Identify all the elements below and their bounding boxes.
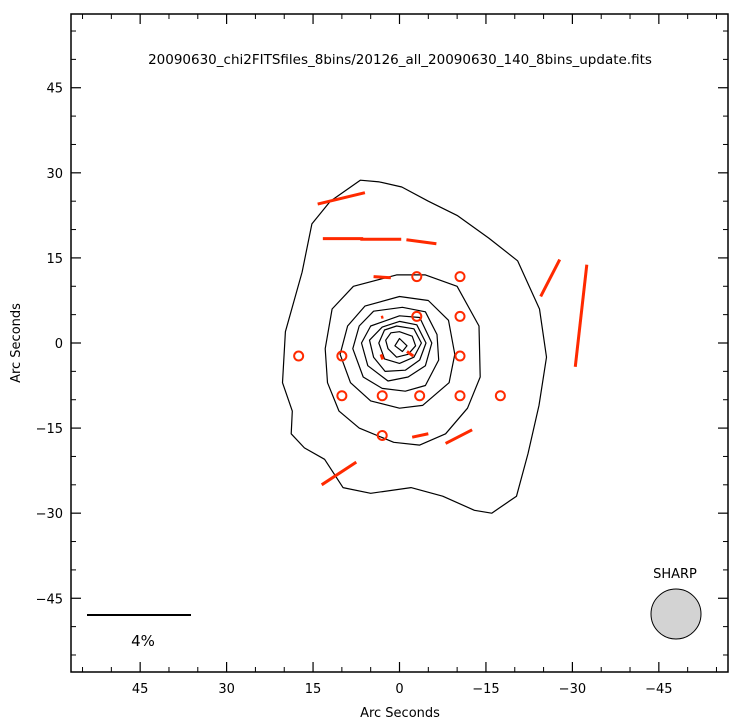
intensity-contours [281,179,548,514]
y-tick-label: −15 [36,422,63,437]
x-tick-label: −45 [645,682,672,697]
polarization-vector [411,432,429,439]
polarization-vectors [317,191,589,487]
circle-marker [454,390,466,402]
circle-marker [454,310,466,322]
plot-title: 20090630_chi2FITSfiles_8bins/20126_all_2… [148,52,652,68]
contour-level-2 [324,274,481,446]
scale-bar: 4% [87,614,191,650]
contour-level-4 [352,306,440,392]
contour-level-5 [360,315,433,382]
y-tick-label: 0 [55,337,63,352]
polarization-vector [380,315,384,319]
circle-marker [411,310,423,322]
polarization-vector [379,353,385,360]
y-axis-label: Arc Seconds [9,303,24,383]
x-tick-label: 15 [305,682,322,697]
circle-marker [376,429,388,441]
x-tick-label: −30 [559,682,586,697]
contour-level-8 [385,331,417,358]
y-tick-label: −30 [36,507,63,522]
circle-marker [454,350,466,362]
contour-level-9 [394,337,408,353]
circle-marker [414,390,426,402]
polarization-vector [539,258,562,298]
circle-marker [494,390,506,402]
beam-indicator: SHARP [650,567,702,640]
contour-level-7 [378,325,422,364]
contour-level-3 [339,295,456,409]
upper-limit-markers [293,271,506,441]
y-tick-label: −45 [36,592,63,607]
circle-marker [293,350,305,362]
polarization-vector [406,350,415,358]
plot-frame [70,13,729,673]
y-tick-label: 30 [46,167,63,182]
contour-level-6 [368,320,427,372]
x-tick-label: 30 [218,682,235,697]
circle-marker [336,350,348,362]
circle-marker [454,271,466,283]
circle-marker [376,390,388,402]
scale-bar-label: 4% [131,632,155,650]
x-tick-label: 45 [132,682,149,697]
y-tick-label: 15 [46,252,63,267]
polarization-vector [320,460,358,487]
circle-marker [411,271,423,283]
x-axis-label: Arc Seconds [360,706,440,721]
polarization-vector [444,428,473,445]
circle-marker [336,390,348,402]
contour-level-1 [281,179,548,514]
y-tick-label: 45 [46,82,63,97]
beam-label: SHARP [653,567,697,582]
polarization-vector [573,264,589,367]
x-tick-label: −15 [472,682,499,697]
x-tick-label: 0 [395,682,403,697]
beam-circle [650,588,702,640]
polarization-vector [406,238,437,246]
polarization-vector [373,275,391,280]
axis-ticks: 45 30 15 0 −15 −30 −45 −45 −30 −15 0 15 30 45 [36,14,728,697]
polarization-vector [317,191,366,206]
